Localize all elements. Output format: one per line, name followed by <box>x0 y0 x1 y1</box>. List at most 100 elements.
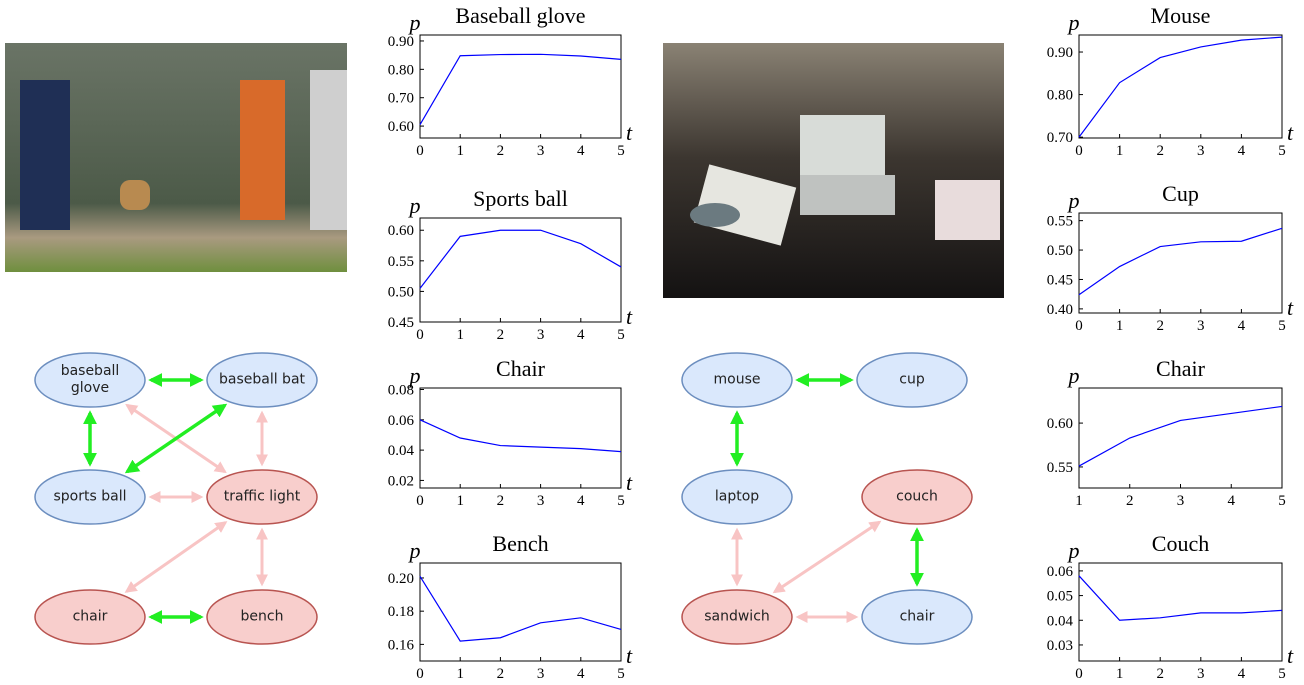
node <box>681 352 793 408</box>
plot-frame <box>1078 34 1283 139</box>
data-line <box>419 53 622 125</box>
y-tick-label: 0.50 <box>1047 243 1073 259</box>
x-tick-label: 4 <box>1228 493 1236 509</box>
x-tick-label: 1 <box>456 143 464 159</box>
y-tick-label: 0.70 <box>388 91 414 107</box>
x-tick-label: 1 <box>1075 493 1083 509</box>
node <box>206 469 318 525</box>
node-label: laptop <box>714 488 760 505</box>
x-tick-label: 5 <box>617 143 625 159</box>
x-axis-label: t <box>626 643 633 668</box>
plot-frame <box>419 387 622 489</box>
node-label: baseball glove <box>60 363 120 396</box>
x-tick-label: 4 <box>1238 666 1246 682</box>
y-tick-label: 0.45 <box>388 315 414 331</box>
node-label: chair <box>72 608 108 625</box>
x-tick-label: 4 <box>1238 318 1246 334</box>
node-label: baseball bat <box>218 371 306 388</box>
node <box>34 589 146 645</box>
y-tick-label: 0.03 <box>1047 638 1073 654</box>
x-tick-label: 4 <box>1238 143 1246 159</box>
node-label: mouse <box>713 371 761 388</box>
x-tick-label: 0 <box>1075 318 1083 334</box>
x-tick-label: 4 <box>577 327 585 343</box>
data-line <box>419 419 622 453</box>
node <box>681 469 793 525</box>
x-tick-label: 3 <box>537 143 545 159</box>
y-axis-label: p <box>408 193 421 218</box>
x-axis-label: t <box>1287 120 1294 145</box>
plot-frame <box>419 34 622 139</box>
x-tick-label: 2 <box>1156 143 1164 159</box>
data-line <box>1078 405 1283 467</box>
y-tick-label: 0.45 <box>1047 272 1073 288</box>
x-tick-label: 0 <box>1075 666 1083 682</box>
node <box>861 589 973 645</box>
x-axis-label: t <box>1287 643 1294 668</box>
data-line <box>419 575 622 642</box>
x-tick-label: 2 <box>1126 493 1134 509</box>
x-tick-label: 5 <box>1278 318 1286 334</box>
x-tick-label: 2 <box>497 327 505 343</box>
chart-title: Couch <box>1152 531 1209 556</box>
x-tick-label: 5 <box>617 327 625 343</box>
data-line <box>1078 575 1283 621</box>
node-label: cup <box>899 371 925 388</box>
plot-frame <box>419 562 622 662</box>
x-tick-label: 4 <box>577 143 585 159</box>
x-tick-label: 2 <box>497 143 505 159</box>
x-tick-label: 3 <box>537 666 545 682</box>
x-tick-label: 0 <box>416 666 424 682</box>
y-axis-label: p <box>408 10 421 35</box>
y-tick-label: 0.60 <box>1047 416 1073 432</box>
x-tick-label: 4 <box>577 666 585 682</box>
x-tick-label: 5 <box>617 666 625 682</box>
node <box>34 469 146 525</box>
x-tick-label: 5 <box>1278 493 1286 509</box>
x-tick-label: 0 <box>416 493 424 509</box>
node-label: bench <box>240 608 284 625</box>
y-axis-label: p <box>408 538 421 563</box>
y-axis-label: p <box>1067 363 1080 388</box>
x-tick-label: 3 <box>1197 143 1205 159</box>
y-tick-label: 0.55 <box>388 254 414 270</box>
y-tick-label: 0.55 <box>1047 460 1073 476</box>
x-axis-label: t <box>626 304 633 329</box>
data-line <box>1078 227 1283 296</box>
chart-title: Cup <box>1162 181 1199 206</box>
y-tick-label: 0.02 <box>388 473 414 489</box>
edge <box>124 521 228 593</box>
node-label: sandwich <box>704 608 770 625</box>
x-tick-label: 1 <box>1116 143 1124 159</box>
chart-title: Sports ball <box>473 186 568 211</box>
y-tick-label: 0.80 <box>388 62 414 78</box>
x-tick-label: 3 <box>537 493 545 509</box>
x-tick-label: 3 <box>1197 318 1205 334</box>
y-tick-label: 0.18 <box>388 604 414 620</box>
node <box>206 589 318 645</box>
y-tick-label: 0.55 <box>1047 214 1073 230</box>
y-tick-label: 0.50 <box>388 284 414 300</box>
chart-title: Bench <box>492 531 548 556</box>
edge <box>772 520 882 594</box>
node <box>856 352 968 408</box>
node <box>681 589 793 645</box>
y-tick-label: 0.60 <box>388 223 414 239</box>
chart-title: Mouse <box>1151 3 1211 28</box>
plot-frame <box>419 217 622 323</box>
y-tick-label: 0.60 <box>388 119 414 135</box>
node <box>34 352 146 408</box>
y-tick-label: 0.70 <box>1047 130 1073 146</box>
y-axis-label: p <box>1067 188 1080 213</box>
y-tick-label: 0.20 <box>388 571 414 587</box>
node <box>861 469 973 525</box>
x-tick-label: 2 <box>497 666 505 682</box>
y-tick-label: 0.90 <box>1047 45 1073 61</box>
photo-desk <box>663 43 1004 298</box>
y-tick-label: 0.90 <box>388 34 414 50</box>
plot-frame <box>1078 212 1283 314</box>
x-tick-label: 2 <box>497 493 505 509</box>
y-tick-label: 0.04 <box>388 443 415 459</box>
y-axis-label: p <box>408 363 421 388</box>
